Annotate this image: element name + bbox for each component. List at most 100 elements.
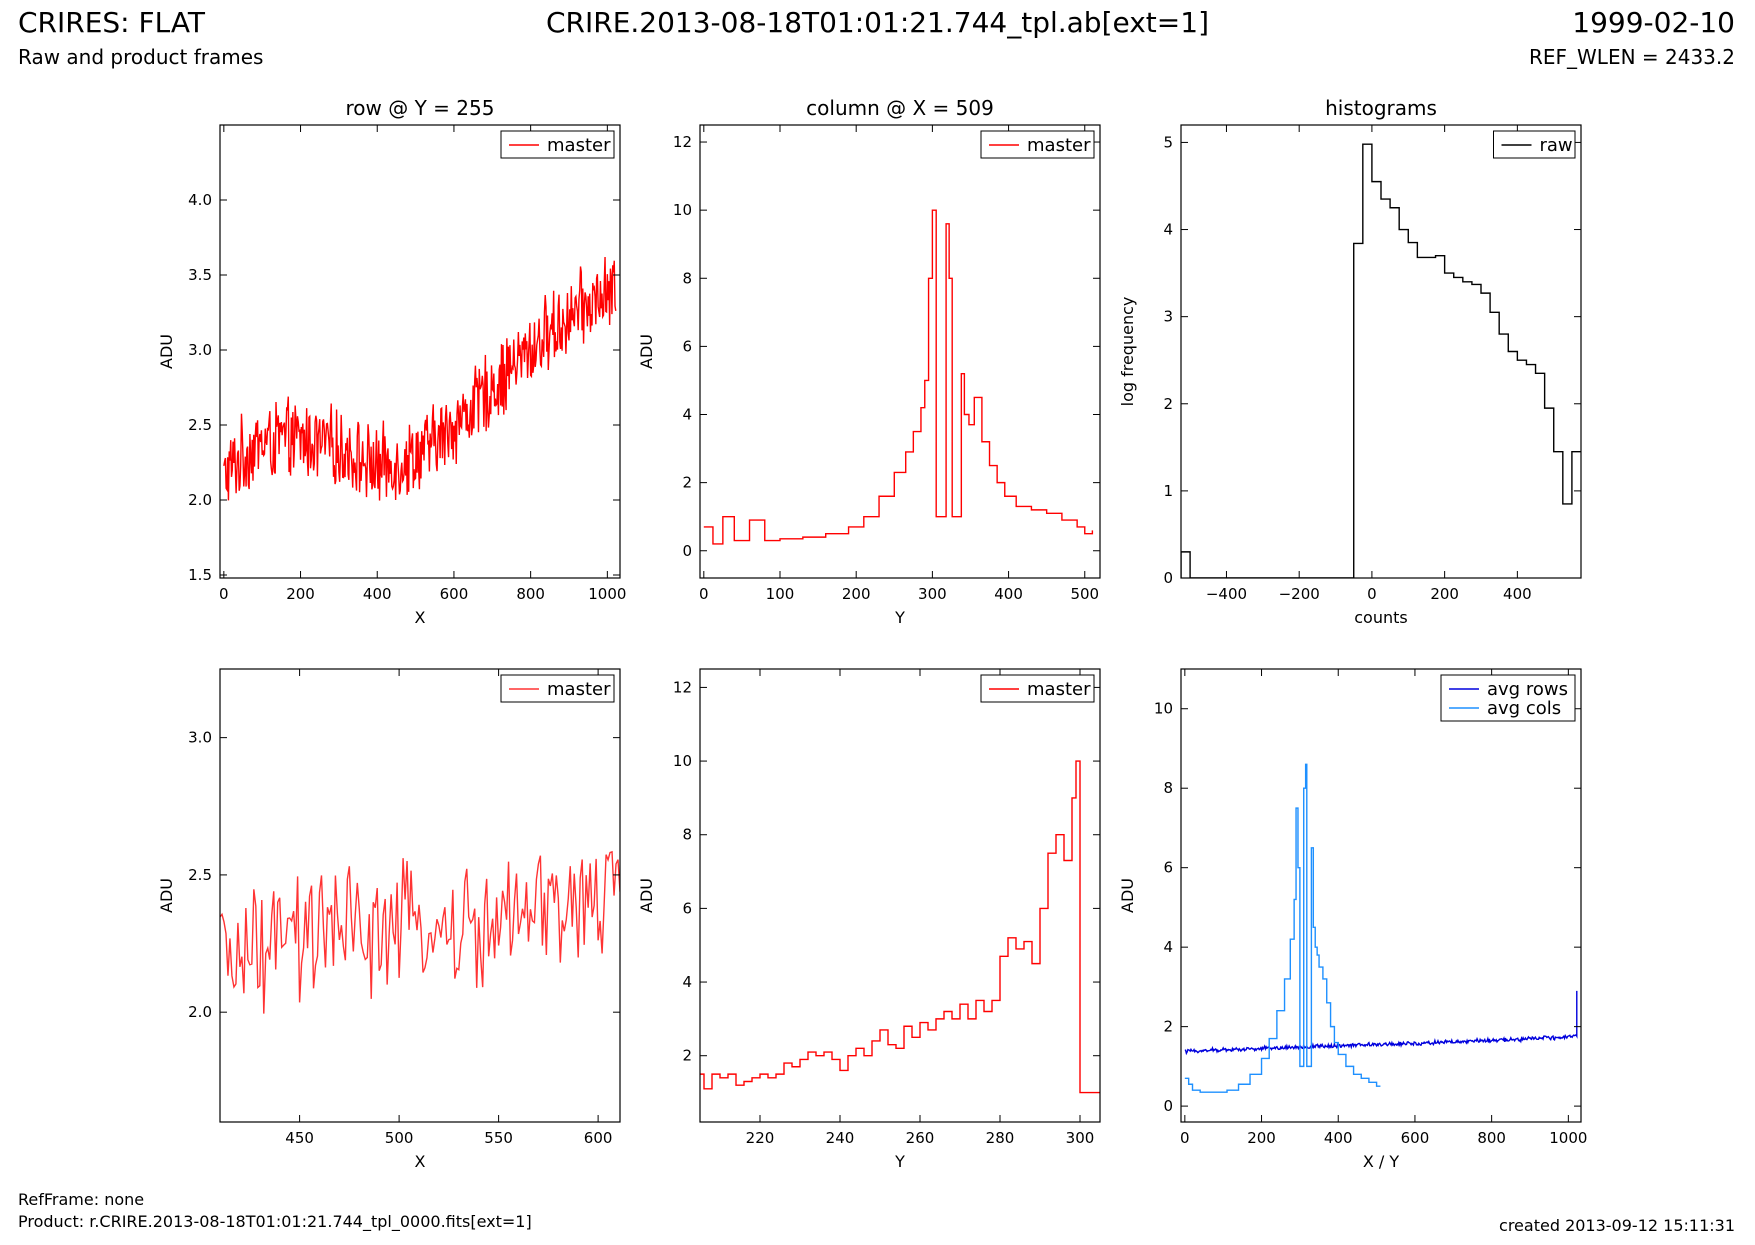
- x-tick-label: 600: [440, 585, 469, 603]
- x-tick-label: 260: [906, 1129, 935, 1147]
- legend-label: master: [547, 679, 611, 700]
- x-tick-label: 0: [699, 585, 709, 603]
- y-tick-label: 6: [682, 899, 692, 917]
- y-tick-label: 0: [682, 542, 692, 560]
- legend: master: [500, 674, 615, 703]
- y-tick-label: 1: [1163, 482, 1173, 500]
- y-tick-label: 8: [1163, 779, 1173, 797]
- series-line-master: [703, 209, 1094, 545]
- x-tick-label: 800: [516, 585, 545, 603]
- x-axis-label: X: [415, 1152, 426, 1171]
- y-tick-label: 3.0: [188, 341, 212, 359]
- x-tick-label: 1000: [1549, 1129, 1587, 1147]
- x-tick-label: 0: [219, 585, 229, 603]
- y-axis-label: ADU: [637, 878, 656, 913]
- series-group: [220, 850, 620, 1014]
- y-tick-label: 4: [1163, 938, 1173, 956]
- file-name-title: CRIRE.2013-08-18T01:01:21.744_tpl.ab[ext…: [545, 6, 1209, 39]
- chart-row: 0 200 400 600 800 1000 1.5 2.0 2.5 3.0 3.5 4.0 row @…: [157, 96, 626, 627]
- x-axis-label: X: [415, 608, 426, 627]
- y-tick-label: 2.0: [188, 1003, 212, 1021]
- y-axis-label: ADU: [637, 334, 656, 369]
- chart-title: column @ X = 509: [806, 96, 994, 120]
- x-tick-label: 200: [842, 585, 871, 603]
- x-tick-label: 200: [1247, 1129, 1276, 1147]
- plot-frame: [219, 668, 621, 1123]
- y-tick-label: 2: [682, 474, 692, 492]
- chart-col: 0 100 200 300 400 500 0 2 4 6 8 10 12 column @ X = 50…: [637, 96, 1101, 627]
- x-tick-label: 400: [363, 585, 392, 603]
- chart-hist: −400 −200 0 200 400 0 1 2 3 4 5 histograms counts log…: [1118, 96, 1582, 627]
- y-tick-label: 5: [1163, 133, 1173, 151]
- figure-subtitle: Raw and product frames: [18, 45, 264, 69]
- plot-frame: [699, 124, 1101, 579]
- y-tick-label: 10: [1154, 700, 1173, 718]
- x-tick-label: 200: [1430, 585, 1459, 603]
- series-line-avg-rows: [1184, 990, 1578, 1056]
- y-tick-label: 12: [673, 678, 692, 696]
- x-tick-label: 0: [1180, 1129, 1190, 1147]
- ref-wlen-label: REF_WLEN = 2433.2: [1528, 45, 1735, 69]
- legend: master: [980, 674, 1095, 703]
- figure-title: CRIRES: FLAT: [18, 6, 205, 39]
- x-axis-label: Y: [894, 1152, 905, 1171]
- legend: raw: [1493, 130, 1576, 159]
- y-tick-label: 0: [1163, 569, 1173, 587]
- footer-product: Product: r.CRIRE.2013-08-18T01:01:21.744…: [18, 1212, 532, 1231]
- x-tick-label: 450: [285, 1129, 314, 1147]
- y-tick-label: 2.0: [188, 491, 212, 509]
- plot-frame: [1180, 124, 1582, 579]
- legend-label: master: [1027, 679, 1091, 700]
- series-group: [1184, 763, 1578, 1093]
- y-tick-label: 2: [1163, 1018, 1173, 1036]
- y-tick-label: 1.5: [188, 566, 212, 584]
- y-tick-label: 2: [682, 1047, 692, 1065]
- x-tick-label: 280: [986, 1129, 1015, 1147]
- x-axis-label: X / Y: [1363, 1152, 1400, 1171]
- y-tick-label: 3.0: [188, 729, 212, 747]
- series-line-raw: [1181, 143, 1581, 578]
- y-tick-label: 6: [1163, 859, 1173, 877]
- y-axis-label: log frequency: [1118, 297, 1137, 407]
- legend-label: avg cols: [1487, 698, 1561, 719]
- y-tick-label: 10: [673, 752, 692, 770]
- plot-frame: [699, 668, 1101, 1123]
- chart-col_zoom: 220 240 260 280 300 2 4 6 8 10 12 Y ADU master: [637, 668, 1101, 1171]
- legend-label: master: [1027, 135, 1091, 156]
- legend-label: raw: [1540, 135, 1573, 156]
- y-tick-label: 10: [673, 201, 692, 219]
- x-tick-label: 550: [484, 1129, 513, 1147]
- y-tick-label: 2.5: [188, 416, 212, 434]
- y-tick-label: 3: [1163, 308, 1173, 326]
- series-group: [1181, 143, 1581, 578]
- legend: master: [500, 130, 615, 159]
- legend: master: [980, 130, 1095, 159]
- y-tick-label: 3.5: [188, 266, 212, 284]
- y-axis-label: ADU: [157, 334, 176, 369]
- y-tick-label: 6: [682, 337, 692, 355]
- x-tick-label: 400: [1503, 585, 1532, 603]
- series-group: [703, 209, 1094, 545]
- chart-title: histograms: [1325, 96, 1437, 120]
- y-tick-label: 2: [1163, 395, 1173, 413]
- y-tick-label: 8: [682, 269, 692, 287]
- x-tick-label: −400: [1206, 585, 1247, 603]
- y-axis-label: ADU: [1118, 878, 1137, 913]
- x-tick-label: 400: [994, 585, 1023, 603]
- x-tick-label: 240: [826, 1129, 855, 1147]
- x-tick-label: 500: [385, 1129, 414, 1147]
- x-tick-label: 200: [286, 585, 315, 603]
- x-tick-label: 600: [1401, 1129, 1430, 1147]
- chart-avg: 0 200 400 600 800 1000 0 2 4 6 8 10 X / Y ADU avg rows…: [1118, 668, 1587, 1171]
- x-axis-label: Y: [894, 608, 905, 627]
- y-tick-label: 8: [682, 826, 692, 844]
- legend-label: avg rows: [1487, 679, 1568, 700]
- y-tick-label: 4.0: [188, 191, 212, 209]
- y-axis-label: ADU: [157, 878, 176, 913]
- x-tick-label: 300: [918, 585, 947, 603]
- x-tick-label: 400: [1324, 1129, 1353, 1147]
- series-line-master: [223, 257, 617, 501]
- chart-title: row @ Y = 255: [346, 96, 495, 120]
